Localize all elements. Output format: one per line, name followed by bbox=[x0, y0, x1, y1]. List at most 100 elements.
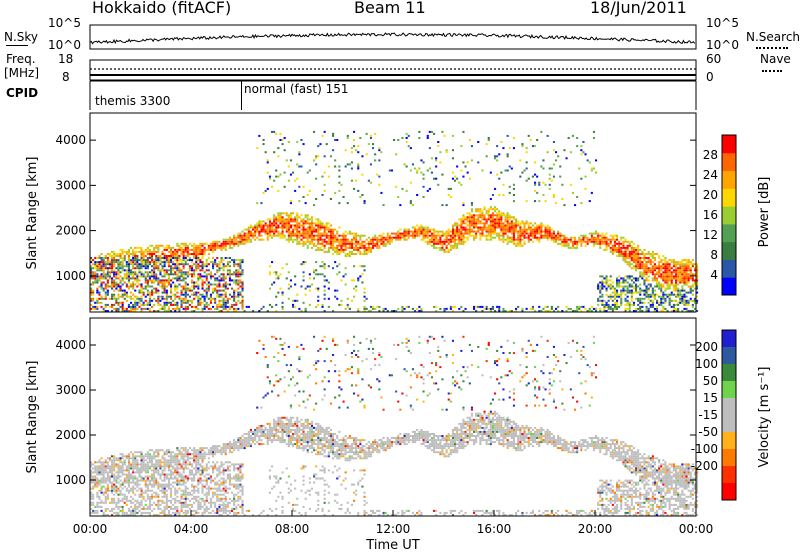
power-cell bbox=[632, 301, 635, 304]
power-cell bbox=[481, 226, 484, 229]
velocity-cell bbox=[132, 459, 135, 462]
power-cell bbox=[170, 303, 173, 306]
power-cell bbox=[531, 234, 534, 237]
power-cell bbox=[203, 271, 206, 274]
power-cell bbox=[302, 228, 305, 231]
power-cell bbox=[350, 244, 353, 247]
power-cell bbox=[92, 271, 95, 274]
power-cell bbox=[679, 301, 682, 304]
velocity-cell bbox=[106, 471, 109, 474]
power-cell bbox=[273, 216, 276, 219]
velocity-cell bbox=[123, 501, 126, 504]
power-cell bbox=[628, 291, 631, 294]
power-cell bbox=[178, 246, 181, 249]
power-cell bbox=[254, 230, 257, 233]
velocity-cell bbox=[121, 471, 124, 474]
power-cell bbox=[117, 307, 120, 310]
power-cell bbox=[302, 143, 305, 146]
power-cell bbox=[302, 232, 305, 235]
power-cell bbox=[586, 240, 589, 243]
power-cell bbox=[310, 240, 313, 243]
power-cell bbox=[235, 301, 238, 304]
power-cell bbox=[193, 263, 196, 266]
velocity-cell bbox=[140, 459, 143, 462]
power-cell bbox=[540, 230, 543, 233]
power-cell bbox=[479, 210, 482, 213]
power-cell bbox=[527, 236, 530, 239]
power-cell bbox=[184, 287, 187, 290]
power-cell bbox=[159, 255, 162, 257]
power-cell bbox=[424, 232, 427, 235]
power-cell bbox=[191, 305, 194, 308]
velocity-cell bbox=[102, 465, 105, 468]
power-cell bbox=[123, 277, 126, 280]
power-cell bbox=[262, 305, 265, 308]
power-cell bbox=[675, 267, 678, 270]
power-cell bbox=[340, 242, 343, 245]
power-cell bbox=[534, 222, 537, 225]
power-cell bbox=[300, 238, 303, 241]
power-cell bbox=[609, 287, 612, 290]
power-cell bbox=[287, 234, 290, 237]
velocity-cell bbox=[151, 475, 154, 478]
power-cell bbox=[494, 218, 497, 221]
power-cell bbox=[92, 283, 95, 286]
power-cell bbox=[106, 289, 109, 292]
power-cell bbox=[677, 293, 680, 296]
power-cell bbox=[595, 242, 598, 245]
velocity-cell bbox=[123, 463, 126, 466]
power-cell bbox=[502, 236, 505, 239]
power-cell bbox=[496, 222, 499, 225]
power-cell bbox=[653, 289, 656, 292]
power-cell bbox=[510, 232, 513, 235]
power-cell bbox=[443, 134, 446, 137]
power-cell bbox=[296, 214, 299, 217]
power-cell bbox=[449, 238, 452, 241]
power-cell bbox=[224, 301, 227, 304]
power-cell bbox=[159, 271, 162, 274]
velocity-cell bbox=[115, 463, 118, 466]
power-cell bbox=[519, 175, 522, 178]
power-cell bbox=[365, 242, 368, 245]
power-cell bbox=[323, 279, 326, 282]
velocity-cell bbox=[127, 457, 130, 460]
power-cell bbox=[470, 220, 473, 223]
power-cell bbox=[451, 224, 454, 227]
power-cell bbox=[449, 248, 452, 251]
power-cell bbox=[517, 236, 520, 239]
power-cell bbox=[317, 224, 320, 227]
power-cell bbox=[90, 257, 93, 259]
power-cell bbox=[649, 285, 652, 288]
velocity-cell bbox=[140, 453, 143, 456]
velocity-cell bbox=[92, 467, 95, 470]
power-cell bbox=[540, 226, 543, 229]
velocity-cell bbox=[113, 459, 116, 462]
power-cell bbox=[266, 187, 269, 190]
power-cell bbox=[611, 307, 614, 310]
power-cell bbox=[205, 269, 208, 272]
power-cell bbox=[470, 159, 473, 162]
power-cell bbox=[557, 236, 560, 239]
power-cell bbox=[262, 230, 265, 233]
power-cell bbox=[96, 287, 99, 290]
power-cell bbox=[630, 253, 633, 255]
power-cell bbox=[405, 234, 408, 237]
power-cell bbox=[630, 275, 633, 278]
velocity-cell bbox=[119, 509, 122, 512]
power-cell bbox=[441, 232, 444, 235]
power-cell bbox=[104, 255, 107, 257]
power-cell bbox=[529, 139, 532, 141]
power-cell bbox=[165, 279, 168, 282]
power-cell bbox=[447, 230, 450, 233]
velocity-cell bbox=[148, 499, 151, 502]
power-cell bbox=[675, 277, 678, 280]
power-cell bbox=[279, 218, 282, 221]
power-cell bbox=[433, 236, 436, 239]
power-cell bbox=[548, 232, 551, 235]
velocity-cell bbox=[108, 457, 111, 460]
power-cell bbox=[613, 289, 616, 292]
power-cell bbox=[176, 273, 179, 276]
power-cell bbox=[201, 244, 204, 247]
power-cell bbox=[134, 253, 137, 255]
power-cell bbox=[172, 293, 175, 296]
